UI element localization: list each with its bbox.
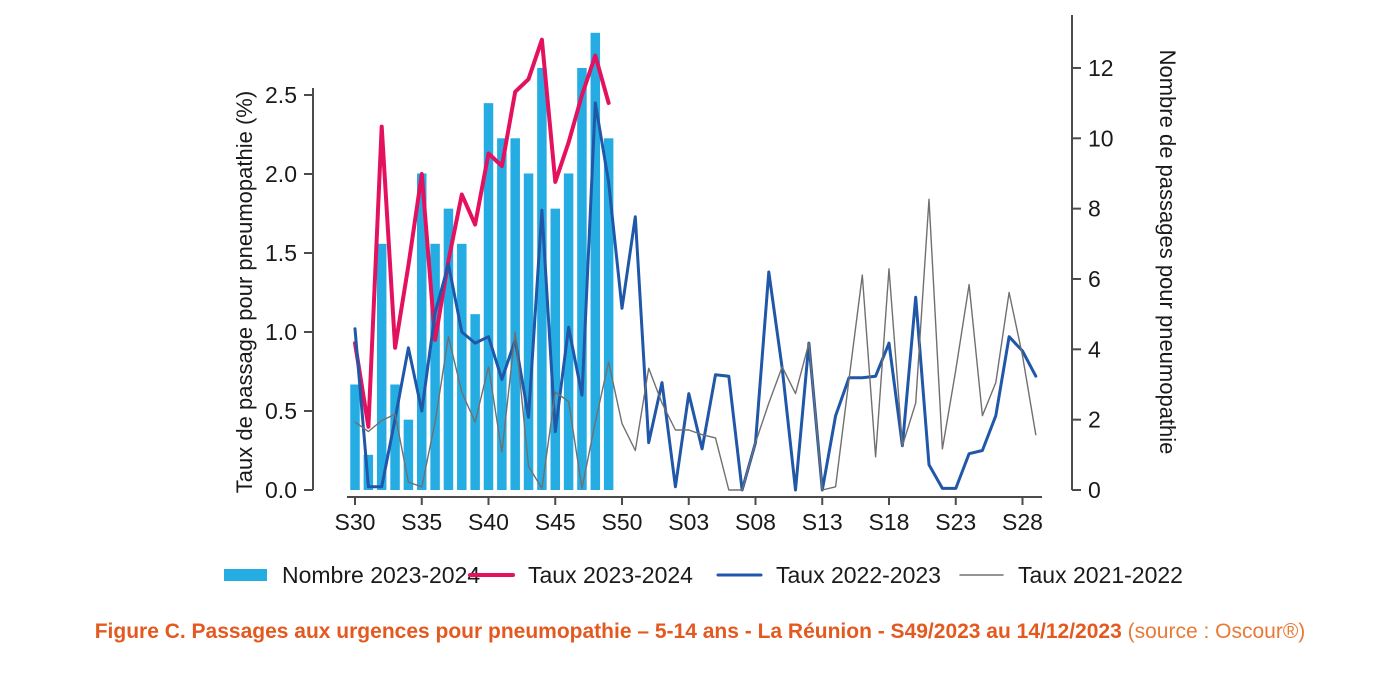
bar-S35 [417, 173, 427, 490]
x-tick-label: S03 [668, 509, 709, 535]
bar-S34 [403, 419, 414, 490]
legend-label: Nombre 2023-2024 [282, 562, 480, 588]
legend-swatch-bar [224, 569, 267, 581]
right-axis-tick-label: 0 [1088, 477, 1101, 503]
bar-S37 [443, 208, 454, 490]
bar-S41 [497, 138, 507, 491]
x-tick-label: S08 [735, 509, 776, 535]
figure-caption-main: Figure C. Passages aux urgences pour pne… [94, 620, 1122, 643]
right-axis-tick-label: 6 [1088, 266, 1101, 292]
left-axis-tick-label: 2.5 [265, 82, 297, 108]
legend-label: Taux 2022-2023 [776, 562, 941, 588]
bar-S42 [510, 138, 520, 491]
x-tick-label: S23 [935, 509, 976, 535]
bar-S49 [603, 138, 614, 491]
right-axis-tick-label: 2 [1088, 407, 1101, 433]
rate-lines [353, 37, 1038, 492]
legend-item-taux-2021-2022: Taux 2021-2022 [959, 562, 1183, 588]
right-axis-tick-label: 8 [1088, 196, 1101, 222]
left-axis-tick-label: 1.5 [265, 240, 297, 266]
bar-S30 [350, 384, 360, 490]
left-axis-tick-label: 2.0 [265, 161, 297, 187]
bar-S44 [537, 67, 547, 491]
left-axis-tick-label: 0.5 [265, 398, 297, 424]
bar-S45 [550, 208, 560, 490]
legend-item-taux-2022-2023: Taux 2022-2023 [716, 562, 941, 588]
legend-item-nombre-2023-2024: Nombre 2023-2024 [224, 562, 480, 588]
axes: S30 S35 S40 S45 S50 S03 S08 S13 S18 S23 S28 0.0 0.5 1… [265, 15, 1114, 535]
right-axis-tick-label: 12 [1088, 55, 1114, 81]
left-axis-title: Taux de passage pour pneumopathie (%) [232, 91, 257, 493]
figure-caption-source: (source : Oscour®) [1127, 620, 1306, 643]
x-tick-label: S50 [602, 509, 643, 535]
line-taux-2023-2024 [353, 37, 611, 429]
bar-S47 [577, 67, 587, 491]
x-tick-label: S40 [468, 509, 509, 535]
bar-S48 [590, 32, 601, 490]
line-taux-2022-2023 [353, 101, 1038, 492]
legend-label: Taux 2023-2024 [528, 562, 693, 588]
x-tick-label: S28 [1002, 509, 1043, 535]
figure-caption: Figure C. Passages aux urgences pour pne… [0, 618, 1400, 645]
bar-S33 [390, 384, 400, 490]
bar-S40 [483, 103, 494, 490]
bar-S36 [430, 243, 440, 490]
chart-legend: Nombre 2023-2024 Taux 2023-2024 Taux 2022-… [224, 562, 1183, 588]
right-axis-tick-label: 4 [1088, 336, 1101, 362]
legend-label: Taux 2021-2022 [1018, 562, 1183, 588]
bar-S43 [523, 173, 534, 490]
x-tick-label: S13 [802, 509, 843, 535]
legend-item-taux-2023-2024: Taux 2023-2024 [468, 562, 693, 588]
chart-canvas: Taux de passage pour pneumopathie (%) No… [224, 15, 1183, 588]
x-tick-label: S30 [335, 509, 376, 535]
x-tick-label: S35 [401, 509, 442, 535]
bar-S32 [376, 243, 387, 490]
left-axis-tick-label: 0.0 [265, 477, 297, 503]
left-axis-tick-label: 1.0 [265, 319, 297, 345]
x-tick-label: S18 [869, 509, 910, 535]
line-taux-2021-2022 [354, 198, 1037, 491]
x-tick-label: S45 [535, 509, 576, 535]
right-axis-title: Nombre de passages pour pneumopathie [1155, 50, 1180, 455]
bar-S39 [470, 314, 480, 490]
right-axis-tick-label: 10 [1088, 125, 1114, 151]
bar-S38 [457, 243, 467, 490]
